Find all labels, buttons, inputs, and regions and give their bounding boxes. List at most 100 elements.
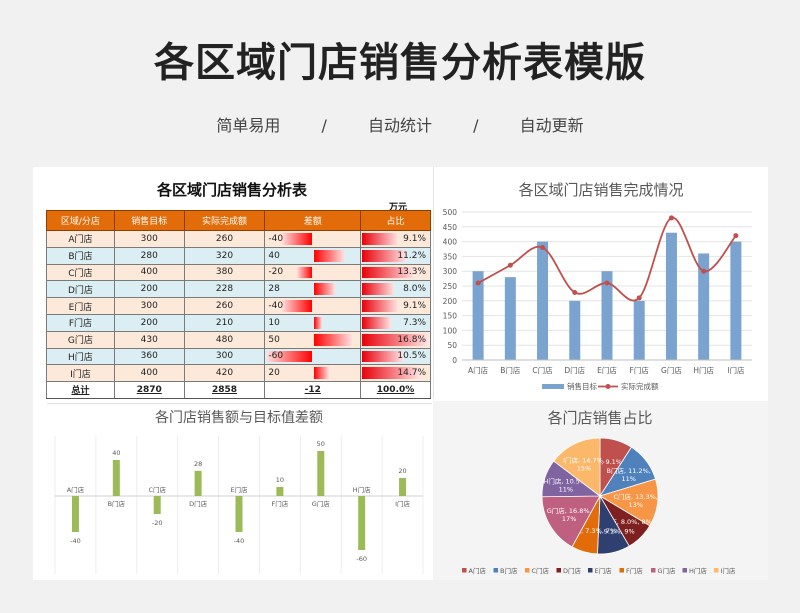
pie-slice-label: A门店, 9.1%, 9% — [584, 457, 637, 466]
cell-diff: 40 — [264, 246, 362, 265]
legend-swatch — [714, 568, 719, 573]
cell-target: 300 — [113, 230, 185, 248]
legend-label: E门店 — [595, 566, 613, 575]
target-bar — [730, 241, 742, 360]
actual-point — [572, 290, 578, 296]
diff-value-label: 40 — [112, 449, 120, 457]
tag-separator: / — [321, 116, 327, 135]
y-tick-label: 500 — [443, 208, 458, 217]
x-tick-label: D门店 — [564, 365, 585, 375]
table-row: F门店 200 210 10 7.3% — [46, 313, 431, 332]
pct-databar — [362, 249, 407, 262]
pct-databar — [362, 233, 398, 245]
diff-value: 10 — [268, 317, 280, 328]
diff-value-label: -60 — [356, 555, 367, 563]
col-header-actual: 实际完成额 — [183, 210, 266, 231]
cell-target: 200 — [113, 280, 185, 299]
actual-point — [701, 268, 707, 274]
diff-chart-title: 各门店销售额与目标值差额 — [155, 410, 323, 426]
cell-actual: 480 — [183, 330, 266, 349]
pie-chart-panel: 各门店销售占比 A门店, 9.1%, 9% B门店, 11.2%, 11% C门店, 1… — [433, 401, 768, 580]
pie-slice-label: E门店, 9.1%, 9% — [583, 526, 635, 535]
combo-chart: 各区域门店销售完成情况 0 50 100 150 200 250 300 350 400 450 50… — [443, 181, 752, 391]
diff-bar — [317, 451, 325, 496]
pie-slice-label: 11% — [621, 475, 635, 483]
cell-diff: -60 — [264, 347, 362, 366]
x-tick-label: F门店 — [630, 365, 650, 375]
col-header-target: 销售目标 — [113, 210, 185, 231]
target-bar — [665, 232, 677, 360]
x-tick-label: I门店 — [727, 365, 745, 375]
table-row: D门店 200 228 28 8.0% — [46, 280, 431, 299]
target-bar — [633, 300, 645, 360]
tag-separator: / — [473, 116, 479, 135]
x-tick-label: C门店 — [148, 485, 166, 494]
cell-store: D门店 — [46, 280, 115, 299]
table-row: E门店 300 260 -40 9.1% — [46, 297, 431, 315]
col-header-diff: 差额 — [264, 210, 362, 231]
table-row: C门店 400 380 -20 13.3% — [46, 263, 431, 282]
y-tick-label: 450 — [443, 223, 458, 232]
x-tick-label: C门店 — [532, 365, 553, 375]
table-title: 各区域门店销售分析表 — [156, 181, 307, 199]
total-actual: 2858 — [183, 381, 266, 399]
pie-slice — [541, 495, 601, 548]
cell-actual: 210 — [183, 313, 266, 332]
cell-diff: 50 — [264, 330, 362, 349]
cell-actual: 320 — [183, 246, 266, 265]
x-tick-label: A门店 — [67, 485, 85, 494]
cell-target: 280 — [113, 246, 185, 265]
actual-point — [475, 280, 481, 286]
dashboard-card: 各区域门店销售分析表 万元 区域/分店 销售目标 实际完成额 差额 占比 A门店… — [33, 167, 768, 580]
table-row: B门店 280 320 40 11.2% — [46, 246, 431, 265]
y-tick-label: 0 — [452, 356, 457, 365]
cell-diff: 28 — [264, 280, 362, 299]
table-row: I门店 400 420 20 14.7% — [46, 364, 431, 383]
legend-marker-actual — [605, 384, 611, 389]
cell-store: A门店 — [46, 230, 115, 248]
table-row: H门店 360 300 -60 10.5% — [46, 347, 431, 366]
diff-bar — [153, 496, 161, 514]
page-title: 各区域门店销售分析表模版 — [154, 40, 646, 86]
cell-target: 360 — [113, 347, 185, 366]
y-tick-label: 50 — [447, 341, 457, 350]
table-body: A门店 300 260 -40 9.1% B门店 280 320 40 11.2% C门店 400 38… — [46, 230, 431, 399]
cell-actual: 260 — [183, 230, 266, 248]
pie-slice-label: 11% — [559, 485, 573, 493]
diff-value-label: 10 — [276, 476, 284, 484]
y-tick-label: 150 — [443, 312, 458, 321]
diff-value: -40 — [268, 233, 284, 244]
legend-label: H门店 — [689, 566, 707, 575]
cell-diff: -40 — [264, 297, 362, 315]
diff-value: 50 — [268, 334, 280, 345]
legend-label: F门店 — [626, 566, 643, 575]
pie-slice-label: I门店, 14.7%, — [563, 455, 605, 464]
table-header-row: 区域/分店 销售目标 实际完成额 差额 占比 — [46, 210, 431, 231]
total-target: 2870 — [113, 381, 185, 399]
diff-value-label: 28 — [194, 460, 202, 468]
cell-pct: 10.5% — [360, 347, 431, 366]
legend-swatch — [588, 568, 593, 573]
cell-store: F门店 — [46, 313, 115, 332]
cell-actual: 260 — [183, 297, 266, 315]
unit-label: 万元 — [389, 203, 408, 213]
x-tick-label: E门店 — [230, 485, 248, 494]
target-bar — [537, 241, 549, 360]
x-tick-label: G门店 — [312, 499, 331, 508]
cell-pct: 7.3% — [360, 313, 431, 332]
x-tick-label: G门店 — [661, 365, 682, 375]
target-bar — [569, 300, 581, 360]
pie-slice-label: 15% — [577, 464, 591, 472]
pie-slice — [553, 437, 601, 497]
cell-target: 430 — [113, 330, 185, 349]
table-total-row: 总计 2870 2858 -12 100.0% — [46, 381, 431, 399]
legend-swatch — [651, 568, 656, 573]
cell-actual: 300 — [183, 347, 266, 366]
cell-target: 200 — [113, 313, 185, 332]
diff-bar — [112, 460, 120, 496]
target-bar — [504, 277, 516, 360]
cell-pct: 13.3% — [360, 263, 431, 282]
legend-swatch — [493, 568, 498, 573]
pct-value: 9.1% — [403, 233, 426, 244]
x-tick-label: B门店 — [500, 365, 521, 375]
